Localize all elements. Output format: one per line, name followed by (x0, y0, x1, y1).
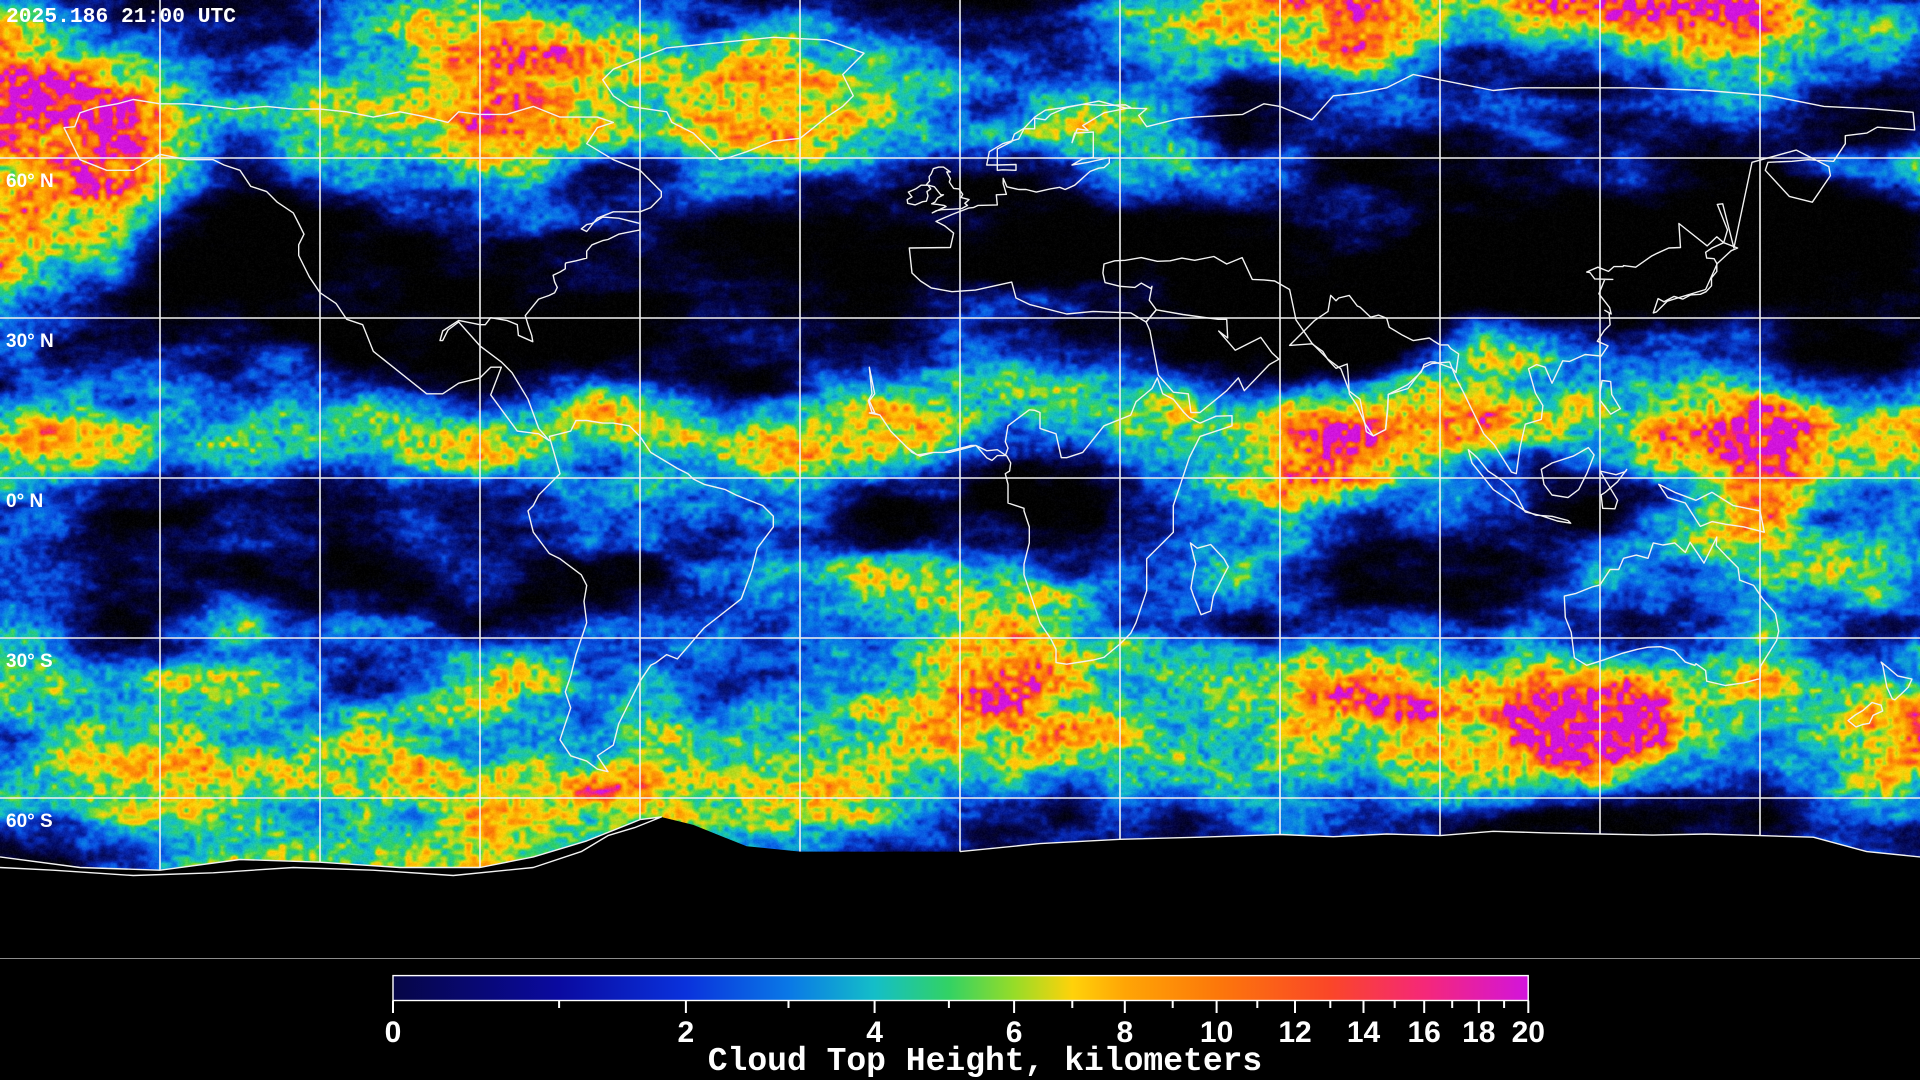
svg-text:Cloud Top Height, kilometers: Cloud Top Height, kilometers (708, 1043, 1263, 1080)
svg-text:6: 6 (1006, 1016, 1023, 1049)
svg-text:2: 2 (678, 1016, 695, 1049)
svg-text:0: 0 (385, 1016, 402, 1049)
svg-text:20: 20 (1512, 1016, 1545, 1049)
svg-text:18: 18 (1462, 1016, 1495, 1049)
svg-text:14: 14 (1347, 1016, 1381, 1049)
svg-text:10: 10 (1200, 1016, 1233, 1049)
svg-text:12: 12 (1278, 1016, 1311, 1049)
svg-text:4: 4 (866, 1016, 883, 1049)
svg-text:16: 16 (1408, 1016, 1441, 1049)
svg-text:8: 8 (1116, 1016, 1133, 1049)
